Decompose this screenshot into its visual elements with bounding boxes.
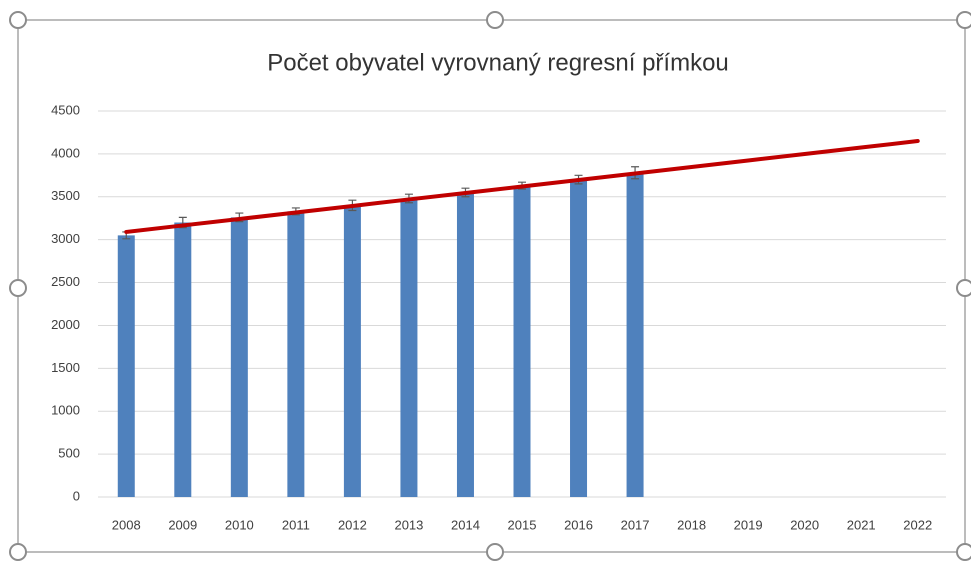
bar [117,235,135,497]
x-tick-label: 2019 [734,517,763,532]
resize-handles[interactable] [9,11,971,561]
y-tick-label: 4500 [51,102,80,117]
x-tick-label: 2010 [225,517,254,532]
y-tick-label: 0 [73,488,80,503]
handle[interactable] [956,543,971,561]
handle[interactable] [9,543,27,561]
x-tick-label: 2011 [282,517,310,532]
x-tick-label: 2013 [394,517,423,532]
x-tick-label: 2018 [677,517,706,532]
x-tick-label: 2009 [168,517,197,532]
bar [343,205,361,497]
selection-frame [17,19,966,553]
bar [456,192,474,497]
y-tick-label: 3000 [51,231,80,246]
chart-title: Počet obyvatel vyrovnaný regresní přímko… [267,49,729,76]
x-tick-label: 2016 [564,517,593,532]
y-tick-label: 500 [58,446,80,461]
handle[interactable] [9,279,27,297]
y-tick-label: 1500 [51,360,80,375]
y-tick-label: 4000 [51,145,80,160]
bar [400,198,418,497]
handle[interactable] [956,279,971,297]
bar [570,179,588,497]
x-tick-label: 2021 [847,517,876,532]
y-tick-label: 1000 [51,403,80,418]
handle[interactable] [486,11,504,29]
y-tick-label: 2500 [51,274,80,289]
x-tick-label: 2017 [621,517,650,532]
y-tick-label: 2000 [51,317,80,332]
x-tick-label: 2022 [903,517,932,532]
handle[interactable] [9,11,27,29]
y-tick-label: 3500 [51,188,80,203]
x-tick-label: 2020 [790,517,819,532]
trend-line [124,139,920,234]
bar [230,217,248,497]
x-tick-label: 2008 [112,517,141,532]
x-tick-label: 2015 [508,517,537,532]
bar [626,172,644,497]
bar [513,185,531,498]
handle[interactable] [956,11,971,29]
x-tick-label: 2014 [451,517,480,532]
x-tick-label: 2012 [338,517,367,532]
bar [287,211,305,498]
handle[interactable] [486,543,504,561]
bar [174,222,192,497]
